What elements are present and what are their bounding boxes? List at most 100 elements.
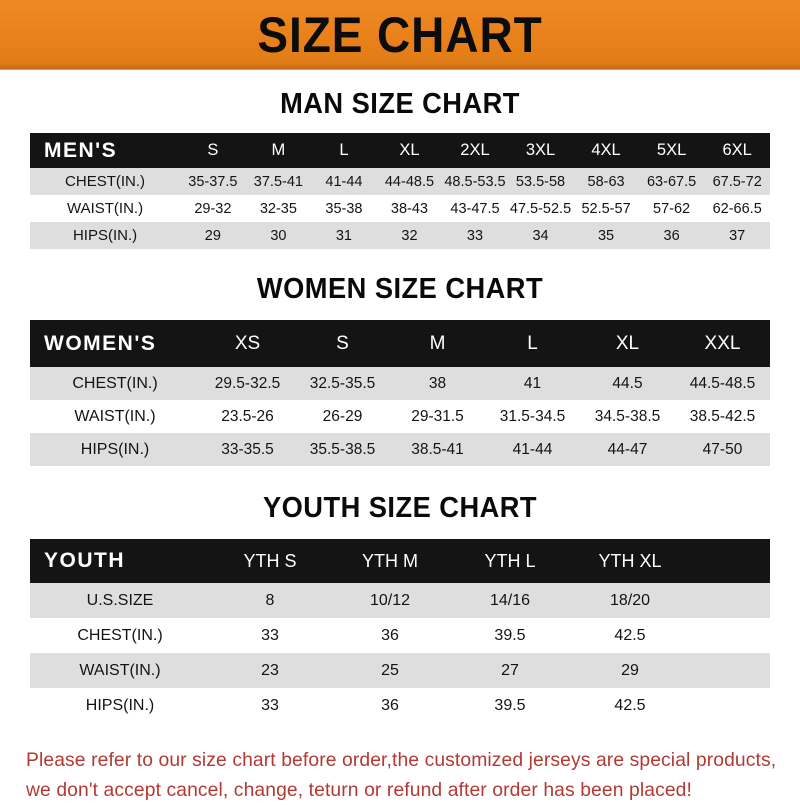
cell: 29	[621, 661, 639, 679]
youth-size-col-1: YTH M	[362, 550, 418, 571]
cell: 41-44	[512, 440, 553, 458]
cell: 39.5	[494, 626, 526, 644]
cell: 33	[466, 227, 484, 244]
cell: 39.5	[494, 696, 526, 714]
cell: 26-29	[322, 407, 363, 425]
cell: 44-48.5	[384, 173, 435, 190]
cell: 18/20	[609, 591, 651, 609]
table-row: CHEST(IN.) 35-37.5 37.5-41 41-44 44-48.5…	[30, 168, 770, 195]
women-size-table-wrapper: WOMEN'S XS S M L XL XXL CHEST(IN.) 29.5-…	[0, 320, 800, 466]
women-size-col-5: XXL	[704, 332, 741, 354]
row-label: CHEST(IN.)	[77, 626, 163, 644]
man-size-table-wrapper: MEN'S S M L XL 2XL 3XL 4XL 5XL 6XL CHEST…	[0, 133, 800, 249]
row-label: CHEST(IN.)	[65, 173, 146, 190]
cell: 29	[204, 227, 221, 244]
cell: 37.5-41	[253, 173, 303, 190]
cell: 44.5	[612, 374, 643, 392]
table-row: HIPS(IN.) 29 30 31 32 33 34 35 36 37	[30, 222, 770, 249]
man-size-col-5: 3XL	[525, 141, 556, 159]
women-size-col-2: M	[429, 332, 446, 354]
table-row: CHEST(IN.) 29.5-32.5 32.5-35.5 38 41 44.…	[30, 367, 770, 400]
cell: 30	[270, 227, 287, 244]
table-header-row: YOUTH YTH S YTH M YTH L YTH XL	[30, 539, 770, 583]
cell: 23.5-26	[221, 407, 274, 425]
cell: 63-67.5	[646, 173, 697, 190]
cell: 32-35	[259, 200, 297, 217]
cell: 44-47	[607, 440, 648, 458]
cell: 35-38	[325, 200, 363, 217]
man-table-header: MEN'S S M L XL 2XL 3XL 4XL 5XL 6XL	[30, 133, 770, 168]
table-row: HIPS(IN.) 33 36 39.5 42.5	[30, 688, 770, 723]
cell: 8	[265, 591, 275, 609]
row-label: HIPS(IN.)	[85, 696, 155, 714]
cell: 67.5-72	[712, 173, 762, 190]
cell: 31.5-34.5	[499, 407, 566, 425]
cell: 42.5	[614, 696, 646, 714]
page-banner: SIZE CHART	[0, 0, 800, 70]
footer-disclaimer: Please refer to our size chart before or…	[26, 745, 777, 805]
youth-table-body: U.S.SIZE 8 10/12 14/16 18/20 CHEST(IN.) …	[30, 583, 770, 723]
cell: 34.5-38.5	[594, 407, 661, 425]
cell: 62-66.5	[712, 200, 762, 217]
cell: 41-44	[325, 173, 363, 190]
women-size-table: WOMEN'S XS S M L XL XXL CHEST(IN.) 29.5-…	[30, 320, 770, 466]
cell: 38-43	[390, 200, 428, 217]
cell: 36	[381, 626, 399, 644]
table-row: WAIST(IN.) 29-32 32-35 35-38 38-43 43-47…	[30, 195, 770, 222]
table-row: U.S.SIZE 8 10/12 14/16 18/20	[30, 583, 770, 618]
man-table-body: CHEST(IN.) 35-37.5 37.5-41 41-44 44-48.5…	[30, 168, 770, 249]
row-label: WAIST(IN.)	[79, 661, 161, 679]
women-table-header: WOMEN'S XS S M L XL XXL	[30, 320, 770, 367]
man-size-col-3: XL	[399, 141, 420, 159]
youth-size-col-2: YTH L	[484, 550, 536, 571]
cell: 52.5-57	[581, 200, 631, 217]
cell-empty	[690, 618, 770, 653]
youth-size-col-empty	[690, 539, 770, 583]
cell: 35.5-38.5	[309, 440, 376, 458]
cell-empty	[690, 653, 770, 688]
cell: 14/16	[489, 591, 531, 609]
cell: 38.5-41	[411, 440, 464, 458]
table-header-row: MEN'S S M L XL 2XL 3XL 4XL 5XL 6XL	[30, 133, 770, 168]
cell: 48.5-53.5	[444, 173, 506, 190]
cell: 29-31.5	[411, 407, 464, 425]
cell-empty	[690, 583, 770, 618]
table-row: CHEST(IN.) 33 36 39.5 42.5	[30, 618, 770, 653]
women-corner-label: WOMEN'S	[44, 331, 157, 355]
man-size-col-8: 6XL	[722, 141, 752, 159]
row-label: WAIST(IN.)	[66, 200, 144, 217]
man-size-col-4: 2XL	[460, 141, 490, 159]
cell-empty	[690, 688, 770, 723]
man-size-col-0: S	[207, 141, 219, 159]
cell: 38	[428, 374, 447, 392]
cell: 47-50	[702, 440, 743, 458]
cell: 23	[261, 661, 279, 679]
cell: 10/12	[369, 591, 411, 609]
cell: 57-62	[653, 200, 691, 217]
cell: 33-35.5	[221, 440, 274, 458]
man-corner-label: MEN'S	[44, 138, 118, 162]
row-label: WAIST(IN.)	[74, 407, 156, 425]
cell: 44.5-48.5	[689, 374, 756, 392]
women-section-title: WOMEN SIZE CHART	[256, 273, 544, 305]
man-section-title: MAN SIZE CHART	[280, 88, 520, 120]
row-label: U.S.SIZE	[86, 591, 154, 609]
women-size-col-1: S	[336, 332, 349, 354]
cell: 33	[261, 626, 279, 644]
cell: 31	[335, 227, 352, 244]
cell: 33	[261, 696, 279, 714]
man-size-table: MEN'S S M L XL 2XL 3XL 4XL 5XL 6XL CHEST…	[30, 133, 770, 249]
footer-line-1: Please refer to our size chart before or…	[26, 749, 777, 771]
table-row: HIPS(IN.) 33-35.5 35.5-38.5 38.5-41 41-4…	[30, 433, 770, 466]
row-label: CHEST(IN.)	[72, 374, 158, 392]
cell: 41	[523, 374, 542, 392]
cell: 38.5-42.5	[689, 407, 756, 425]
cell: 37	[729, 227, 746, 244]
man-size-col-1: M	[271, 141, 286, 159]
table-header-row: WOMEN'S XS S M L XL XXL	[30, 320, 770, 367]
women-size-col-0: XS	[234, 332, 261, 354]
table-row: WAIST(IN.) 23 25 27 29	[30, 653, 770, 688]
youth-size-col-3: YTH XL	[598, 550, 662, 571]
women-size-col-3: L	[527, 332, 538, 354]
women-table-body: CHEST(IN.) 29.5-32.5 32.5-35.5 38 41 44.…	[30, 367, 770, 466]
